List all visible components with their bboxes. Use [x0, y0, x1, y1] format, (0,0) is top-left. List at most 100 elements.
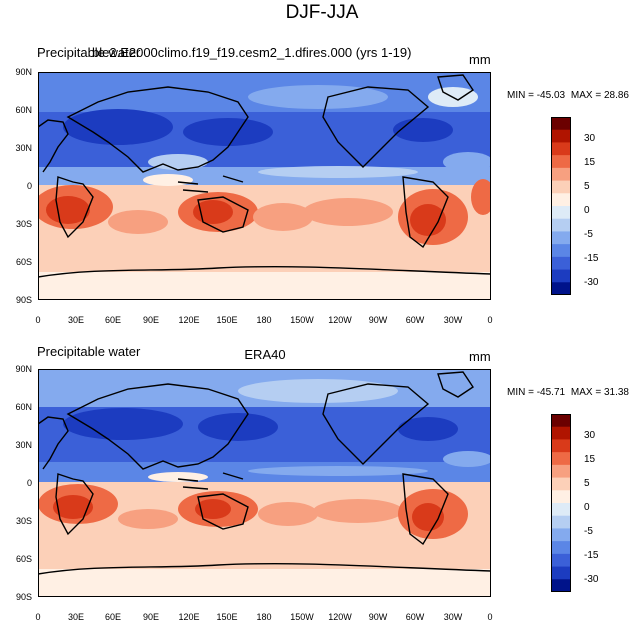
lon-tick: 150W	[290, 612, 314, 622]
colorbar-label: 30	[584, 430, 596, 441]
colorbar-border	[551, 414, 571, 592]
lon-tick: 60W	[405, 315, 425, 325]
min-max-stats: MIN = -45.71 MAX = 31.38	[507, 387, 632, 398]
lon-tick: 90W	[368, 612, 388, 622]
lat-tick: 60S	[15, 257, 32, 267]
lat-tick: 60N	[15, 105, 32, 115]
contour-map-svg	[38, 369, 491, 597]
colorbar-swatch	[551, 541, 571, 555]
lon-tick: 120W	[328, 315, 352, 325]
lat-tick: 30N	[15, 440, 32, 450]
map-panel-obs: Precipitable water ERA40 mm MIN = -45.71…	[0, 297, 644, 622]
panel-left-title: Precipitable water	[37, 344, 141, 359]
colorbar-border	[551, 117, 571, 295]
min-max-stats: MIN = -45.03 MAX = 28.86	[507, 90, 632, 101]
colorbar-swatch	[551, 426, 571, 440]
colorbar-swatch	[551, 490, 571, 504]
colorbar-swatch	[551, 414, 571, 428]
lat-tick: 0	[26, 181, 32, 191]
colorbar-label: 0	[584, 205, 590, 216]
lon-tick: 120E	[178, 315, 200, 325]
contour-map-svg	[38, 72, 491, 300]
lon-tick: 150W	[290, 315, 314, 325]
colorbar-swatch	[551, 439, 571, 453]
min-value: MIN = -45.03	[507, 90, 566, 101]
lat-tick: 30N	[15, 143, 32, 153]
max-value: MAX = 28.86	[570, 90, 629, 101]
lat-tick: 60S	[15, 554, 32, 564]
colorbar-label: -30	[584, 574, 599, 585]
colorbar-label: -15	[584, 253, 599, 264]
colorbar	[551, 414, 571, 597]
contour-map	[38, 72, 491, 300]
colorbar-label: 5	[584, 181, 590, 192]
contour-map	[38, 369, 491, 597]
colorbar-swatch	[551, 231, 571, 245]
lat-tick: 30S	[15, 219, 32, 229]
lon-tick: 180	[256, 315, 272, 325]
colorbar-swatch	[551, 155, 571, 169]
lon-tick: 60E	[104, 315, 121, 325]
min-value: MIN = -45.71	[507, 387, 566, 398]
colorbar-swatch	[551, 503, 571, 517]
colorbar-swatch	[551, 553, 571, 568]
colorbar-swatch	[551, 528, 571, 542]
colorbar-swatch	[551, 167, 571, 182]
colorbar-swatch	[551, 129, 571, 143]
lon-tick: 0	[35, 315, 41, 325]
colorbar-label: -5	[584, 526, 593, 537]
lon-tick: 0	[487, 612, 493, 622]
map-panel-model: Precipitable water ble2.E2000climo.f19_f…	[15, 45, 632, 325]
lon-tick: 30W	[443, 315, 463, 325]
lon-tick: 0	[35, 612, 41, 622]
colorbar-swatch	[551, 579, 571, 593]
colorbar-swatch	[551, 452, 571, 466]
lon-tick: 90E	[142, 612, 159, 622]
colorbar-label: 15	[584, 157, 596, 168]
lon-tick: 120W	[328, 612, 352, 622]
lon-tick: 30E	[67, 315, 84, 325]
colorbar-swatch	[551, 206, 571, 220]
lon-tick: 60E	[104, 612, 121, 622]
lat-tick: 90S	[15, 592, 32, 602]
colorbar-label: 15	[584, 454, 596, 465]
colorbar-swatch	[551, 515, 571, 529]
lon-tick: 30E	[67, 612, 84, 622]
colorbar	[551, 117, 571, 300]
lon-tick: 90E	[142, 315, 159, 325]
lon-tick: 30W	[443, 612, 463, 622]
lon-tick: 0	[487, 315, 493, 325]
lon-tick: 90W	[368, 315, 388, 325]
colorbar-svg	[551, 414, 571, 593]
panel-center-title: ERA40	[244, 347, 286, 362]
panel-center-title: ble2.E2000climo.f19_f19.cesm2_1.dfires.0…	[92, 45, 412, 60]
colorbar-swatch	[551, 193, 571, 207]
lat-tick: 90N	[15, 364, 32, 374]
colorbar-svg	[551, 117, 571, 296]
colorbar-swatch	[551, 244, 571, 258]
colorbar-label: 5	[584, 478, 590, 489]
colorbar-label: 30	[584, 133, 596, 144]
colorbar-label: -5	[584, 229, 593, 240]
colorbar-label: -30	[584, 277, 599, 288]
main-title: DJF-JJA	[285, 2, 359, 23]
lon-tick: 150E	[216, 315, 238, 325]
colorbar-swatch	[551, 117, 571, 131]
colorbar-label: -15	[584, 550, 599, 561]
panel-units: mm	[469, 349, 491, 364]
colorbar-swatch	[551, 256, 571, 271]
lon-tick: 60W	[405, 612, 425, 622]
panel-units: mm	[469, 52, 491, 67]
colorbar-swatch	[551, 269, 571, 283]
lon-tick: 120E	[178, 612, 200, 622]
colorbar-swatch	[551, 142, 571, 156]
colorbar-swatch	[551, 477, 571, 491]
colorbar-swatch	[551, 566, 571, 580]
colorbar-swatch	[551, 218, 571, 232]
colorbar-swatch	[551, 464, 571, 479]
lon-tick: 180	[256, 612, 272, 622]
lat-tick: 90N	[15, 67, 32, 77]
lat-tick: 30S	[15, 516, 32, 526]
colorbar-label: 0	[584, 502, 590, 513]
lat-tick: 0	[26, 478, 32, 488]
